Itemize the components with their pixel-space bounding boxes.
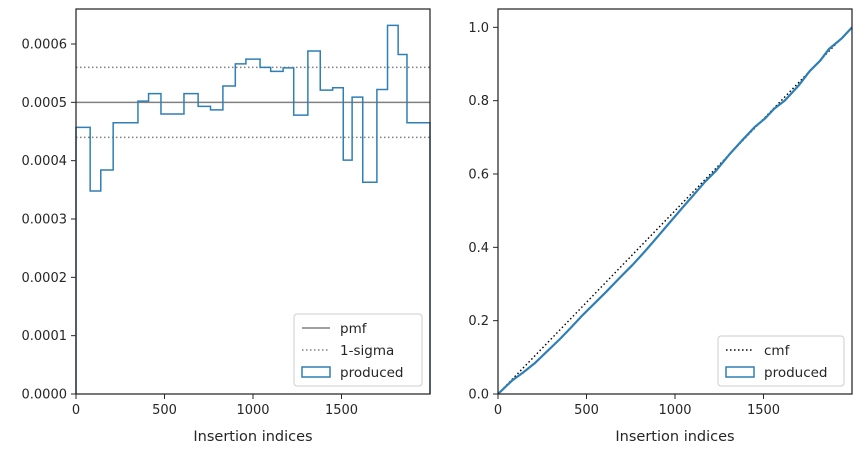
x-tick-label: 1500 bbox=[747, 403, 780, 418]
legend: cmf produced bbox=[717, 335, 845, 387]
y-tick-label: 0.4 bbox=[468, 241, 489, 256]
y-tick-label: 0.6 bbox=[468, 168, 489, 183]
y-tick-label: 0.0006 bbox=[22, 38, 68, 53]
legend-swatch-patch bbox=[301, 366, 331, 378]
y-tick-label: 0.2 bbox=[468, 314, 489, 329]
y-tick-label: 0.0004 bbox=[22, 154, 68, 169]
y-tick-label: 0.0003 bbox=[22, 213, 68, 228]
x-tick-label: 1000 bbox=[236, 403, 269, 418]
x-tick-label: 500 bbox=[574, 403, 599, 418]
y-tick-label: 0.0 bbox=[468, 388, 489, 403]
axes-frame bbox=[75, 8, 431, 395]
x-tick-label: 0 bbox=[72, 403, 80, 418]
y-tick-label: 0.8 bbox=[468, 94, 489, 109]
legend-frame bbox=[717, 335, 845, 387]
right-panel-cmf: 0 500 1000 1500 0.0 0.2 0.4 0.6 0.8 1.0 Insertion … bbox=[468, 8, 853, 445]
y-tick-label: 0.0005 bbox=[22, 96, 68, 111]
left-panel-pmf-histogram: 0 500 1000 1500 0.0000 0.0001 0.0002 0.0003 0.00… bbox=[22, 8, 431, 445]
x-axis-label: Insertion indices bbox=[615, 429, 734, 445]
legend-label: produced bbox=[340, 365, 404, 381]
x-tick-label: 0 bbox=[494, 403, 502, 418]
cmf-line bbox=[497, 26, 853, 395]
legend-swatch-patch bbox=[725, 366, 755, 378]
produced-cumulative-line bbox=[497, 26, 853, 395]
legend-label: cmf bbox=[764, 343, 791, 359]
y-tick-label: 0.0000 bbox=[22, 388, 68, 403]
y-tick-label: 1.0 bbox=[468, 21, 489, 36]
y-tick-label: 0.0001 bbox=[22, 329, 68, 344]
x-tick-label: 1500 bbox=[325, 403, 358, 418]
legend: pmf 1-sigma produced bbox=[293, 313, 423, 387]
x-tick-label: 1000 bbox=[658, 403, 691, 418]
legend-label: produced bbox=[764, 365, 828, 381]
legend-frame bbox=[293, 313, 423, 387]
x-axis-label: Insertion indices bbox=[193, 429, 312, 445]
histogram-produced bbox=[75, 24, 431, 394]
y-tick-label: 0.0002 bbox=[22, 271, 68, 286]
legend-label: pmf bbox=[340, 321, 368, 337]
axes-frame bbox=[497, 8, 853, 395]
x-tick-label: 500 bbox=[152, 403, 177, 418]
legend-label: 1-sigma bbox=[340, 343, 394, 359]
